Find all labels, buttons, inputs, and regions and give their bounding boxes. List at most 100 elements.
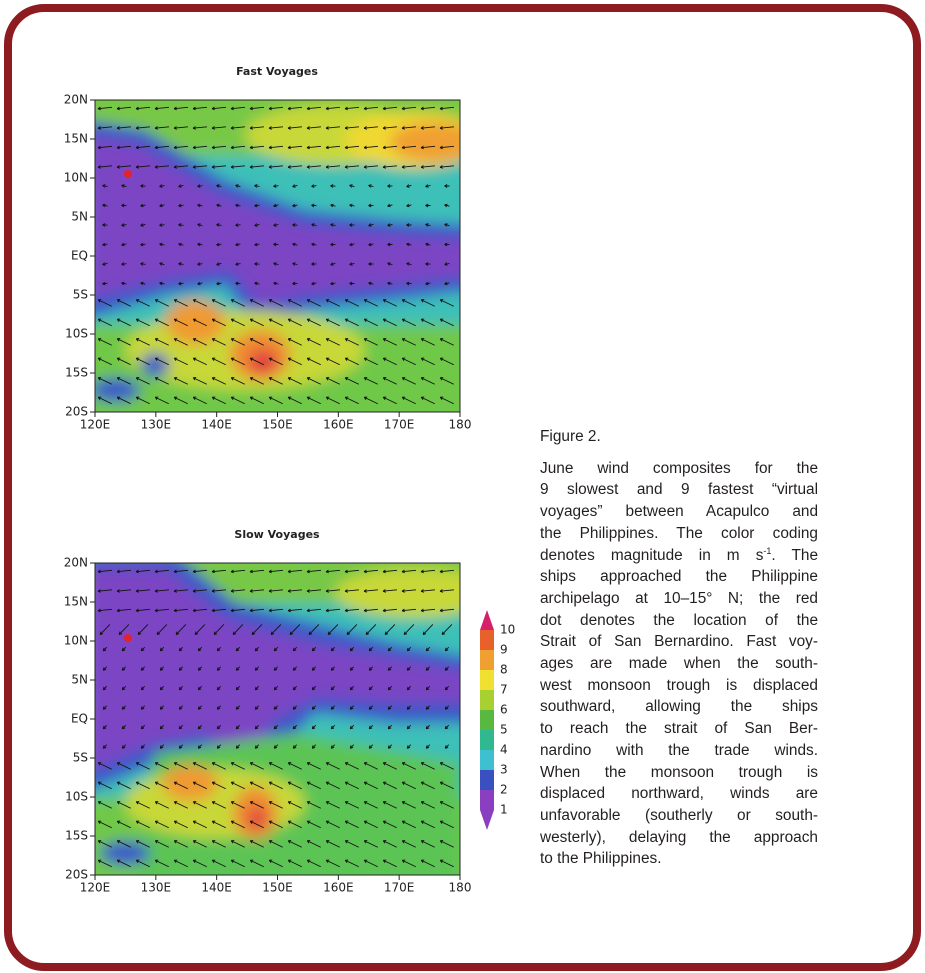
wind-arrow [192, 608, 208, 612]
wind-arrow [192, 589, 208, 592]
wind-arrow [155, 396, 169, 405]
caption-line: west monsoon trough is displaced [540, 676, 818, 694]
wind-arrow [212, 338, 226, 346]
wind-arrow [212, 781, 226, 790]
colorbar-label: 6 [500, 703, 508, 717]
wind-arrow [98, 781, 112, 790]
wind-arrow-head [363, 608, 367, 613]
wind-arrow [269, 859, 283, 868]
wind-arrow-head [178, 686, 183, 691]
wind-arrow [383, 318, 397, 327]
wind-arrow [326, 338, 340, 346]
wind-arrow-head [178, 281, 182, 286]
wind-arrow-head [327, 631, 332, 635]
wind-arrow-head [368, 706, 373, 710]
wind-arrow [439, 608, 455, 612]
wind-arrow-head [211, 820, 216, 824]
wind-arrow [98, 859, 112, 868]
wind-arrow [98, 299, 112, 307]
wind-arrow-head [211, 569, 215, 574]
wind-arrow [231, 801, 245, 809]
wind-arrow-head [401, 338, 406, 342]
wind-arrow-head [387, 647, 392, 652]
wind-arrow [174, 318, 188, 327]
wind-arrow [344, 589, 360, 592]
wind-arrow-head [292, 725, 297, 730]
wind-arrow-head [254, 223, 258, 227]
wind-arrow [326, 318, 340, 327]
wind-arrow-head [368, 184, 372, 188]
wind-arrow-head [439, 820, 444, 824]
wind-arrow [345, 840, 359, 848]
wind-arrow-head [363, 781, 368, 785]
wind-arrow [306, 569, 322, 573]
wind-arrow-head [287, 299, 292, 303]
wind-arrow-head [344, 145, 348, 150]
wind-arrow-head [235, 686, 240, 691]
wind-arrow-head [401, 781, 406, 785]
wind-arrow-head [159, 184, 163, 188]
wind-arrow-head [140, 184, 144, 188]
wind-arrow [401, 126, 417, 129]
wind-arrow-head [420, 801, 425, 805]
wind-arrow [364, 299, 378, 307]
wind-arrow-head [273, 223, 277, 227]
wind-arrow [439, 106, 455, 110]
wind-arrow [268, 165, 284, 168]
wind-arrow-head [425, 262, 429, 266]
wind-arrow-head [254, 281, 258, 286]
wind-arrow [421, 859, 435, 868]
wind-arrow-head [121, 281, 125, 286]
wind-arrow [155, 840, 169, 848]
wind-arrow [402, 781, 416, 790]
wind-arrow-head [211, 589, 215, 593]
wind-arrow [213, 624, 225, 635]
wind-arrow-head [154, 801, 159, 805]
wind-arrow-head [325, 781, 330, 785]
wind-arrow-head [116, 762, 121, 766]
wind-arrow-head [97, 589, 101, 593]
wind-arrow [268, 106, 284, 110]
wind-arrow [384, 624, 396, 635]
wind-arrow-head [420, 840, 425, 844]
wind-arrow [250, 762, 264, 770]
wind-arrow-head [159, 647, 164, 652]
wind-arrow [422, 624, 434, 635]
wind-arrow-head [363, 106, 367, 111]
wind-arrow [346, 624, 358, 635]
colorbar-label: 1 [500, 803, 508, 817]
wind-arrow-head [363, 165, 367, 169]
wind-arrow-head [292, 686, 297, 691]
wind-arrow [212, 396, 226, 405]
wind-arrow-head [268, 569, 272, 574]
wind-arrow-head [311, 686, 316, 691]
wind-arrow-head [273, 725, 278, 730]
wind-arrow [382, 126, 398, 129]
wind-arrow-head [249, 126, 253, 130]
superscript: -1 [763, 545, 772, 556]
wind-arrow [211, 608, 227, 612]
wind-arrow [363, 569, 379, 573]
wind-arrow [117, 338, 131, 346]
wind-arrow-head [192, 569, 196, 574]
y-tick-label: 20S [65, 868, 88, 882]
wind-arrow [231, 762, 245, 770]
wind-arrow-head [154, 820, 159, 824]
wind-arrow [230, 589, 246, 592]
wind-arrow-head [102, 242, 106, 247]
colorbar-label: 4 [500, 743, 508, 757]
wind-arrow [155, 338, 169, 346]
wind-arrow [402, 396, 416, 405]
wind-arrow-head [249, 165, 253, 169]
wind-arrow-head [306, 840, 311, 844]
caption-line: June wind composites for the [540, 459, 818, 477]
wind-arrow [117, 357, 131, 366]
wind-arrow-head [197, 281, 201, 286]
wind-arrow-head [116, 608, 120, 613]
wind-arrow-head [311, 745, 316, 749]
wind-arrow-head [382, 762, 387, 766]
wind-arrow-head [406, 203, 410, 208]
wind-arrow-head [401, 318, 406, 322]
wind-arrow-head [159, 242, 163, 247]
wind-arrow [155, 781, 169, 790]
